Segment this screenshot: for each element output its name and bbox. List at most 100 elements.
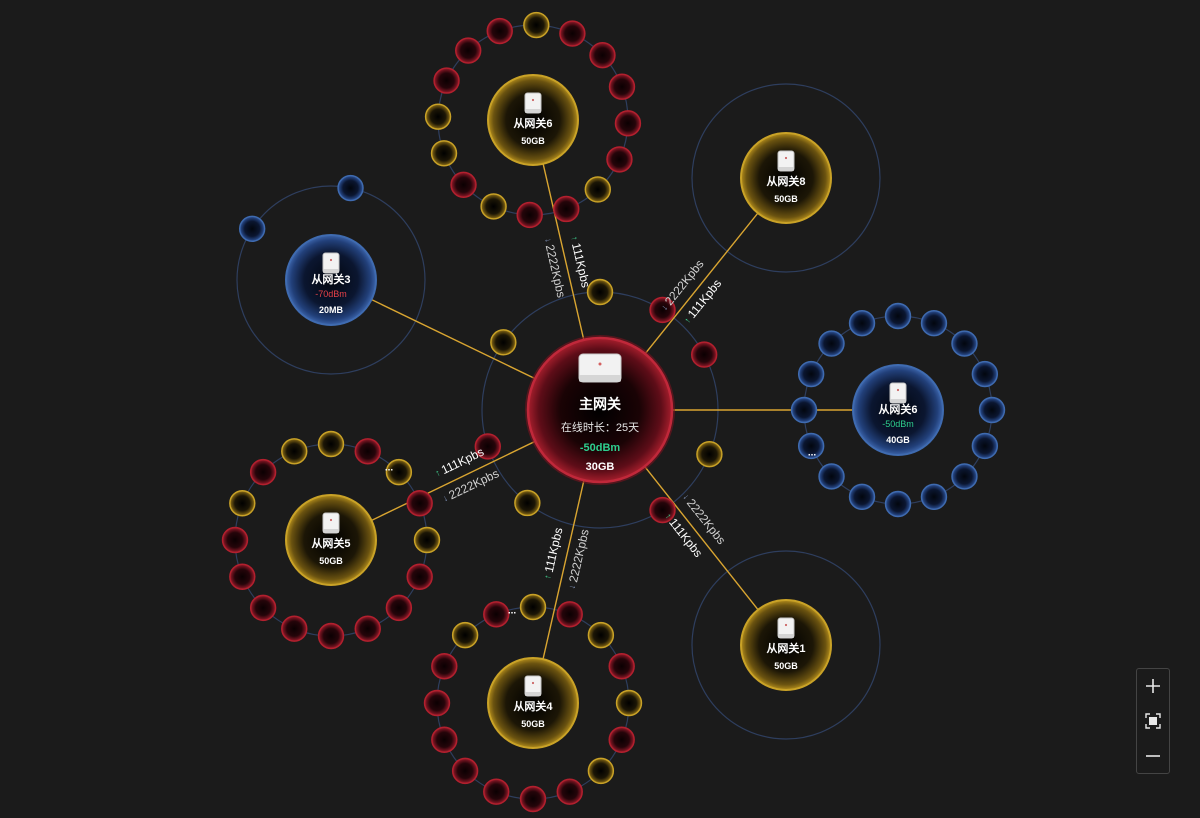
satellite-node[interactable]	[553, 195, 580, 223]
sub-gateway-name: 从网关8	[766, 174, 805, 188]
satellite-node[interactable]	[431, 653, 458, 680]
sub-gateway-circle[interactable]	[852, 364, 944, 456]
satellite-node[interactable]	[221, 526, 249, 554]
sub-gateway-gw1[interactable]: 从网关1 50GB	[740, 599, 832, 691]
satellite-node[interactable]	[238, 215, 266, 243]
satellite-node[interactable]	[589, 42, 616, 69]
satellite-node[interactable]	[431, 726, 458, 753]
satellite-node[interactable]	[556, 778, 583, 805]
sub-gateway-gw5[interactable]: 从网关5 50GB	[285, 494, 377, 586]
satellite-node[interactable]	[649, 496, 676, 524]
sub-gateway-circle[interactable]	[740, 599, 832, 691]
satellite-node[interactable]	[450, 171, 477, 198]
satellite-node[interactable]	[490, 329, 517, 356]
gateway-device-icon	[777, 150, 795, 172]
satellite-node[interactable]	[423, 689, 451, 717]
satellite-node[interactable]	[920, 309, 948, 337]
satellite-node[interactable]	[971, 432, 999, 460]
satellite-node[interactable]	[483, 601, 510, 628]
satellite-node[interactable]	[978, 396, 1006, 424]
satellite-node[interactable]	[559, 20, 586, 47]
satellite-node[interactable]	[556, 601, 583, 628]
satellite-node[interactable]	[608, 726, 635, 753]
satellite-node[interactable]	[317, 622, 345, 650]
satellite-node[interactable]	[516, 201, 543, 229]
satellite-node[interactable]	[451, 757, 479, 785]
satellite-node[interactable]	[584, 176, 611, 203]
satellite-node[interactable]	[451, 621, 479, 649]
sub-gateway-gw3[interactable]: 从网关3 -70dBm 20MB	[285, 234, 377, 326]
satellite-node[interactable]	[519, 593, 547, 621]
satellite-node[interactable]	[587, 757, 615, 785]
satellite-node[interactable]	[971, 360, 999, 388]
satellite-node[interactable]	[884, 490, 912, 518]
satellite-node[interactable]	[354, 615, 381, 642]
orbit-ring	[691, 83, 881, 273]
sub-gateway-circle[interactable]	[285, 494, 377, 586]
sub-gateway-circle[interactable]	[487, 74, 579, 166]
satellite-node[interactable]	[514, 489, 541, 517]
satellite-node[interactable]	[229, 563, 256, 590]
satellite-node[interactable]	[790, 396, 818, 424]
sub-gateway-circle[interactable]	[740, 132, 832, 224]
satellite-node[interactable]	[430, 140, 458, 167]
satellite-node[interactable]	[480, 193, 507, 220]
satellite-node[interactable]	[848, 483, 876, 511]
satellite-node[interactable]	[818, 330, 845, 357]
satellite-node[interactable]	[406, 563, 433, 590]
satellite-node[interactable]	[608, 653, 635, 680]
satellite-node[interactable]	[848, 309, 876, 337]
satellite-node[interactable]	[249, 458, 277, 486]
satellite-node[interactable]	[249, 594, 277, 622]
satellite-node[interactable]	[951, 330, 978, 357]
more-satellites-label: ...	[385, 463, 394, 474]
satellite-node[interactable]	[951, 463, 978, 490]
zoom-out-button[interactable]	[1139, 742, 1167, 770]
satellite-node[interactable]	[519, 785, 547, 813]
satellite-node[interactable]	[608, 73, 636, 100]
satellite-node[interactable]	[797, 360, 825, 388]
satellite-node[interactable]	[523, 11, 550, 39]
satellite-node[interactable]	[455, 37, 482, 64]
satellite-node[interactable]	[385, 458, 413, 486]
satellite-node[interactable]	[433, 67, 460, 94]
satellite-node[interactable]	[424, 103, 452, 130]
satellite-node[interactable]	[413, 526, 441, 554]
sub-gateway-gw4[interactable]: 从网关4 50GB	[487, 657, 579, 749]
sub-gateway-gw8[interactable]: 从网关8 50GB	[740, 132, 832, 224]
sub-gateway-circle[interactable]	[487, 657, 579, 749]
satellite-node[interactable]	[649, 296, 676, 324]
satellite-node[interactable]	[615, 689, 643, 717]
sub-gateway-circle[interactable]	[285, 234, 377, 326]
satellite-node[interactable]	[614, 110, 642, 137]
satellite-node[interactable]	[229, 490, 256, 517]
satellite-node[interactable]	[281, 438, 308, 465]
satellite-node[interactable]	[385, 594, 413, 622]
satellite-node[interactable]	[474, 433, 501, 460]
satellite-node[interactable]	[354, 438, 381, 465]
satellite-node[interactable]	[818, 463, 845, 490]
satellite-node[interactable]	[406, 490, 433, 517]
more-satellites-label: ...	[508, 606, 517, 617]
satellite-node[interactable]	[587, 621, 615, 649]
satellite-node[interactable]	[797, 432, 825, 460]
satellite-node[interactable]	[317, 430, 345, 458]
satellite-node[interactable]	[696, 441, 723, 468]
satellite-node[interactable]	[690, 341, 718, 368]
satellite-node[interactable]	[920, 483, 948, 511]
satellite-node[interactable]	[483, 778, 510, 805]
satellite-node[interactable]	[337, 174, 364, 202]
satellite-node[interactable]	[486, 17, 513, 45]
main-gateway-circle[interactable]	[526, 336, 674, 484]
zoom-in-button[interactable]	[1139, 672, 1167, 700]
sub-gateway-gw6-right[interactable]: 从网关6 -50dBm 40GB	[852, 364, 944, 456]
satellite-node[interactable]	[884, 302, 912, 330]
sub-gateway-gw6-top[interactable]: 从网关6 50GB	[487, 74, 579, 166]
satellite-node[interactable]	[586, 278, 614, 306]
satellite-node[interactable]	[606, 146, 633, 173]
link-up-rate: ↑ 111Kpbs	[567, 235, 592, 289]
fit-screen-button[interactable]	[1139, 707, 1167, 735]
satellite-node[interactable]	[281, 615, 308, 642]
